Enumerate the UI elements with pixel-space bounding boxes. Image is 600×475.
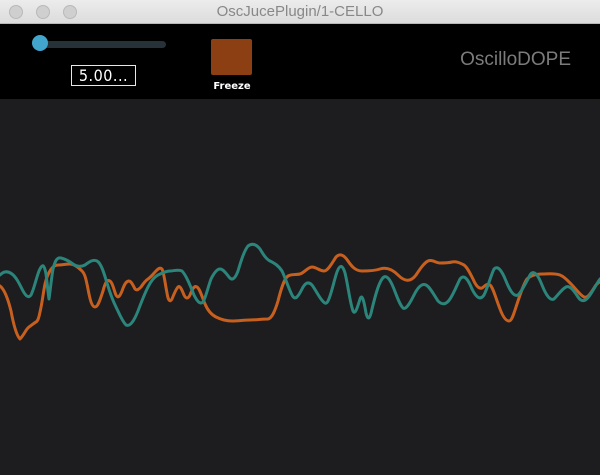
close-window-button[interactable]: [9, 5, 23, 19]
time-slider-thumb[interactable]: [32, 35, 48, 51]
control-header: 5.00... Freeze OscilloDOPE: [0, 24, 600, 99]
minimize-window-button[interactable]: [36, 5, 50, 19]
waveform-channel-teal: [0, 242, 600, 327]
time-slider-track[interactable]: [40, 41, 166, 48]
oscilloscope-display: [0, 99, 600, 475]
brand-name: OscilloDOPE: [460, 49, 571, 70]
slider-value-field[interactable]: 5.00...: [71, 65, 136, 86]
zoom-window-button[interactable]: [63, 5, 77, 19]
freeze-button[interactable]: [211, 39, 252, 75]
window-title: OscJucePlugin/1-CELLO: [216, 3, 384, 20]
waveform-channel-orange: [0, 253, 600, 341]
freeze-label: Freeze: [213, 81, 251, 92]
title-bar: OscJucePlugin/1-CELLO: [0, 0, 600, 24]
